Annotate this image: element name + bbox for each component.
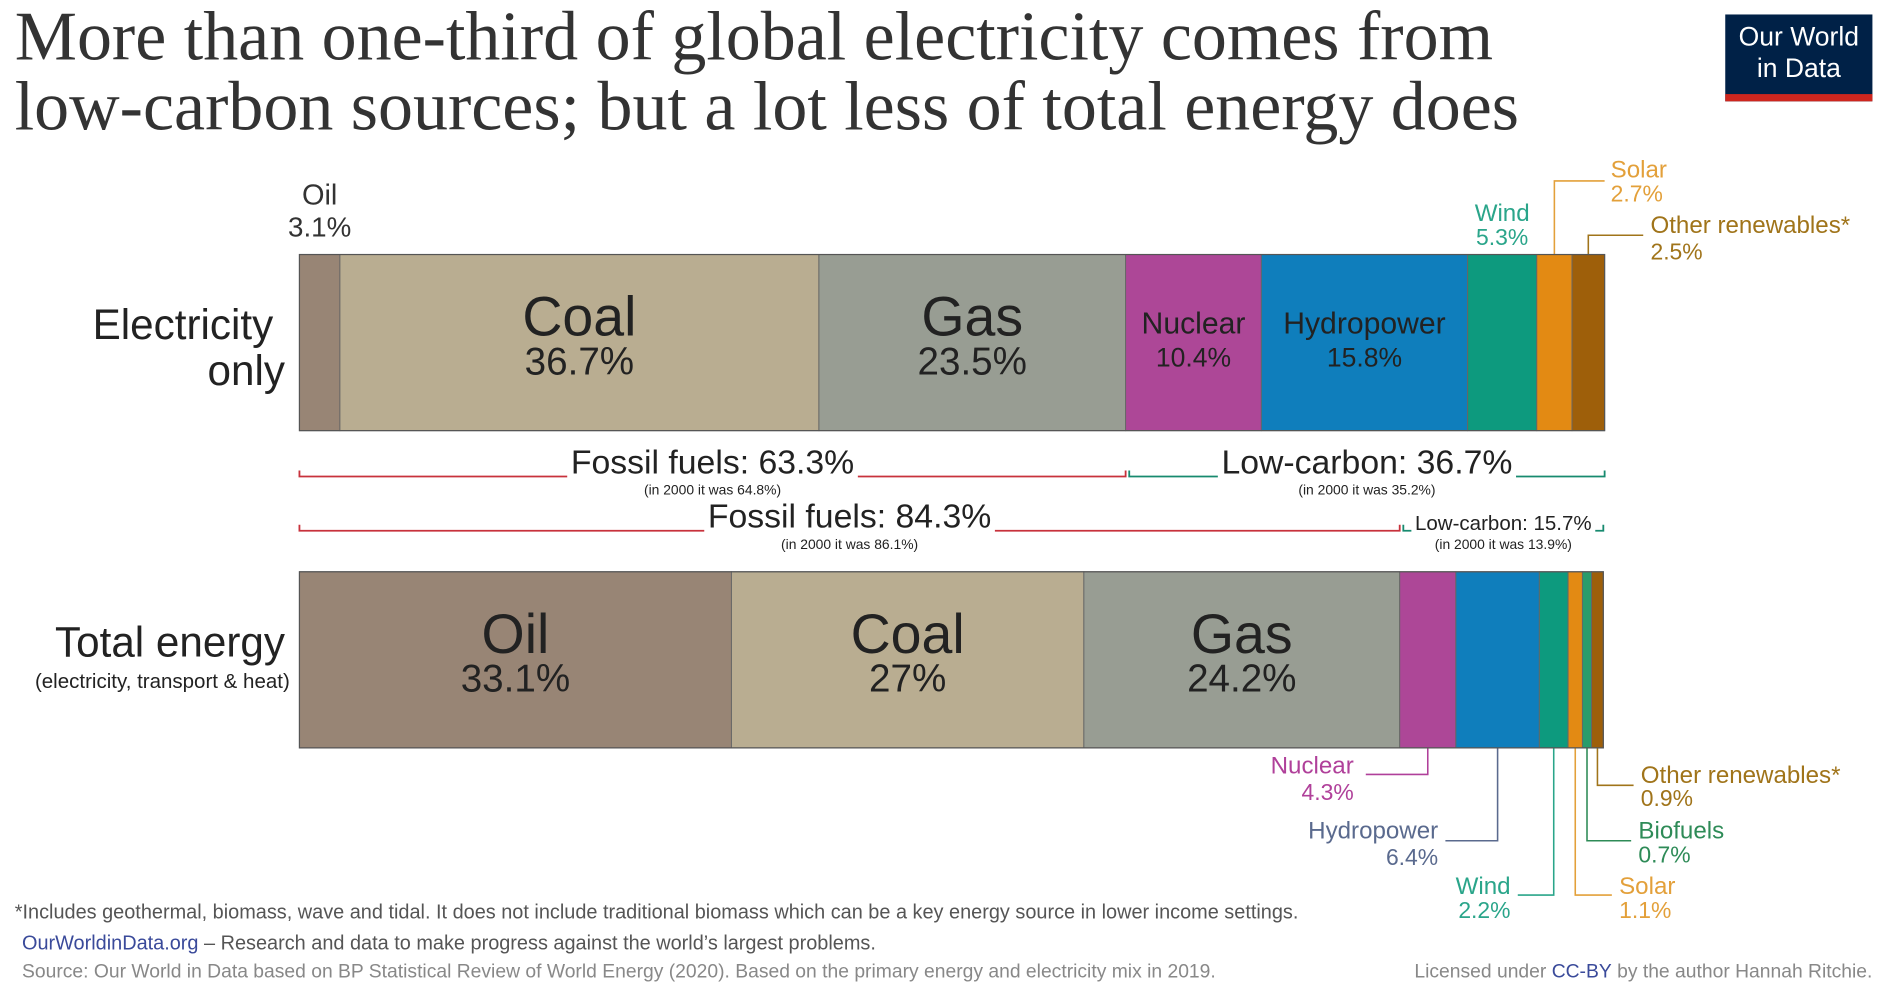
source: Source: Our World in Data based on BP St… bbox=[22, 961, 1216, 982]
bracket-label: Low-carbon: 15.7% bbox=[1415, 512, 1592, 535]
value-label: 10.4% bbox=[1156, 342, 1231, 372]
category-note: (electricity, transport & heat) bbox=[35, 670, 290, 693]
logo-text: Our World bbox=[1739, 22, 1859, 52]
bar-segment bbox=[1571, 254, 1606, 432]
value-label: 0.9% bbox=[1641, 785, 1693, 811]
footer-line: OurWorldinData.org – Research and data t… bbox=[22, 933, 876, 955]
logo-text: in Data bbox=[1757, 53, 1841, 83]
bar-segment bbox=[1467, 254, 1538, 432]
category-label: Total energy bbox=[55, 619, 286, 666]
segment-label: Biofuels bbox=[1638, 818, 1724, 845]
value-label: 6.4% bbox=[1386, 844, 1438, 870]
bracket-label: Fossil fuels: 63.3% bbox=[571, 443, 854, 481]
bar-segment bbox=[1581, 571, 1593, 749]
segment-label: Hydropower bbox=[1308, 818, 1438, 845]
value-label: 5.3% bbox=[1476, 224, 1528, 250]
leader-line bbox=[1596, 747, 1634, 787]
logo-box bbox=[1725, 14, 1873, 102]
logo: Our World in Data bbox=[1725, 14, 1873, 102]
bracket-gap bbox=[704, 497, 995, 536]
bar-outline bbox=[298, 253, 1606, 432]
bar-segment bbox=[1567, 571, 1583, 749]
value-label: 1.1% bbox=[1619, 897, 1671, 923]
bracket-label: Fossil fuels: 84.3% bbox=[708, 498, 991, 536]
segment-label: Other renewables* bbox=[1650, 212, 1850, 239]
chart-title: low-carbon sources; but a lot less of to… bbox=[15, 68, 1519, 145]
bar-segment bbox=[298, 254, 341, 432]
bracket-note: (in 2000 it was 35.2%) bbox=[1298, 482, 1435, 498]
segment-label: Coal bbox=[522, 286, 636, 348]
leader-line bbox=[1553, 180, 1605, 255]
segment-label: Gas bbox=[921, 286, 1023, 348]
footnote: *Includes geothermal, biomass, wave and … bbox=[15, 901, 1299, 923]
value-label: 2.7% bbox=[1611, 180, 1663, 206]
value-label: 3.1% bbox=[288, 212, 351, 243]
leader-line bbox=[1587, 234, 1644, 255]
segment-label: Coal bbox=[851, 603, 965, 665]
segment-label: Gas bbox=[1191, 603, 1293, 665]
leader-line bbox=[1517, 747, 1555, 896]
value-label: 33.1% bbox=[461, 658, 570, 701]
leader-line bbox=[1586, 747, 1632, 842]
bracket-note: (in 2000 it was 13.9%) bbox=[1435, 536, 1572, 552]
segment-label: Wind bbox=[1456, 873, 1511, 900]
category-label: Electricity only bbox=[93, 301, 286, 394]
license-text: Licensed under bbox=[1414, 961, 1551, 982]
bracket-gap bbox=[1217, 443, 1517, 482]
bar-segment bbox=[1455, 571, 1540, 749]
logo-stripe bbox=[1725, 94, 1873, 102]
bracket-label: Low-carbon: 36.7% bbox=[1221, 443, 1512, 481]
license-link[interactable]: CC-BY bbox=[1552, 961, 1612, 982]
value-label: 23.5% bbox=[918, 340, 1027, 383]
value-label: 36.7% bbox=[525, 340, 634, 383]
value-label: 2.5% bbox=[1650, 238, 1702, 264]
bar-segment bbox=[730, 571, 1085, 749]
segment-label: Oil bbox=[302, 179, 337, 211]
segment-label: Other renewables* bbox=[1641, 762, 1841, 789]
value-label: 24.2% bbox=[1187, 658, 1296, 701]
bracket-gap bbox=[1411, 512, 1596, 536]
segment-label: Nuclear bbox=[1142, 308, 1246, 341]
value-label: 15.8% bbox=[1327, 342, 1402, 372]
bar-segment bbox=[1538, 571, 1569, 749]
bar-outline bbox=[298, 571, 1604, 749]
bar-segment bbox=[1399, 571, 1457, 749]
license-text: by the author Hannah Ritchie. bbox=[1612, 961, 1873, 982]
leader-line bbox=[1574, 747, 1612, 896]
bar-segment bbox=[339, 254, 820, 432]
bracket-note: (in 2000 it was 86.1%) bbox=[781, 536, 918, 552]
license: Licensed under CC-BY by the author Hanna… bbox=[1414, 961, 1872, 982]
bar-segment bbox=[1125, 254, 1262, 432]
value-label: 2.2% bbox=[1458, 897, 1510, 923]
segment-label: Solar bbox=[1619, 873, 1675, 900]
bar-segment bbox=[298, 571, 732, 749]
bracket-note: (in 2000 it was 64.8%) bbox=[644, 482, 781, 498]
site-link[interactable]: OurWorldinData.org bbox=[22, 933, 199, 955]
bar-segment bbox=[1591, 571, 1604, 749]
segment-label: Nuclear bbox=[1271, 753, 1354, 780]
bar-segment bbox=[1536, 254, 1573, 432]
segment-label: Hydropower bbox=[1283, 308, 1446, 341]
value-label: 0.7% bbox=[1638, 842, 1690, 868]
leader-line bbox=[1445, 747, 1499, 842]
segment-label: Wind bbox=[1475, 200, 1530, 227]
bar-segment bbox=[1260, 254, 1469, 432]
segment-label: Solar bbox=[1611, 157, 1667, 184]
bracket-gap bbox=[567, 443, 858, 482]
segment-label: Oil bbox=[482, 603, 550, 665]
tagline: – Research and data to make progress aga… bbox=[199, 933, 876, 955]
value-label: 27% bbox=[869, 658, 946, 701]
chart-title: More than one-third of global electricit… bbox=[15, 0, 1493, 75]
leader-line bbox=[1365, 747, 1429, 776]
value-label: 4.3% bbox=[1302, 779, 1354, 805]
bar-segment bbox=[1083, 571, 1401, 749]
